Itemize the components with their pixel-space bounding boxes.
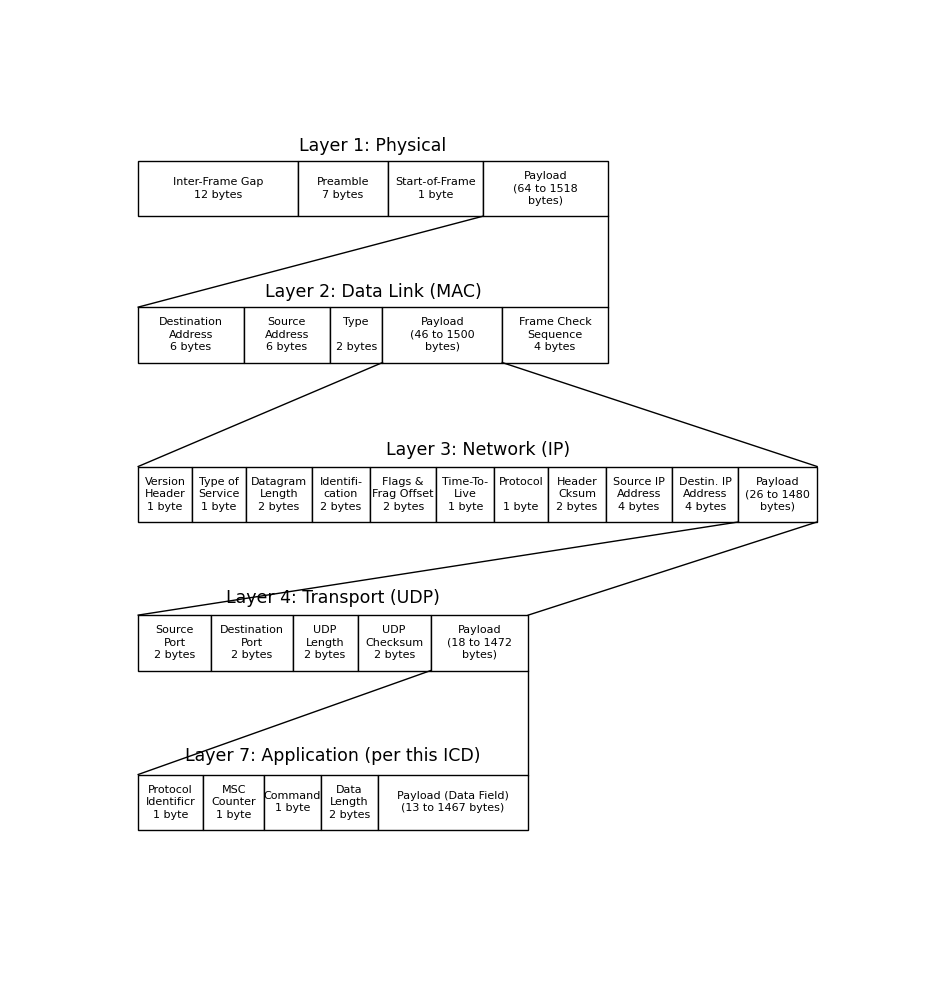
Text: Layer 1: Physical: Layer 1: Physical — [299, 137, 446, 155]
Bar — [138, 466, 192, 522]
Bar — [738, 466, 817, 522]
Bar — [388, 161, 483, 216]
Text: Preamble
7 bytes: Preamble 7 bytes — [317, 177, 369, 200]
Text: Header
Cksum
2 bytes: Header Cksum 2 bytes — [556, 477, 597, 512]
Text: Layer 2: Data Link (MAC): Layer 2: Data Link (MAC) — [265, 283, 481, 301]
Bar — [312, 466, 370, 522]
Bar — [138, 307, 243, 363]
Text: Inter-Frame Gap
12 bytes: Inter-Frame Gap 12 bytes — [173, 177, 263, 200]
Text: Data
Length
2 bytes: Data Length 2 bytes — [329, 785, 370, 820]
Bar — [483, 161, 608, 216]
Bar — [436, 466, 494, 522]
Bar — [377, 774, 528, 830]
Text: Flags &
Frag Offset
2 bytes: Flags & Frag Offset 2 bytes — [373, 477, 434, 512]
Text: Payload
(46 to 1500
bytes): Payload (46 to 1500 bytes) — [410, 317, 474, 352]
Bar — [243, 307, 330, 363]
Text: Source
Port
2 bytes: Source Port 2 bytes — [154, 625, 196, 660]
Bar — [264, 774, 321, 830]
Text: Destin. IP
Address
4 bytes: Destin. IP Address 4 bytes — [678, 477, 732, 512]
Text: Payload
(18 to 1472
bytes): Payload (18 to 1472 bytes) — [447, 625, 512, 660]
Text: Frame Check
Sequence
4 bytes: Frame Check Sequence 4 bytes — [518, 317, 591, 352]
Bar — [672, 466, 738, 522]
Text: Version
Header
1 byte: Version Header 1 byte — [144, 477, 185, 512]
Bar — [212, 615, 293, 671]
Text: UDP
Checksum
2 bytes: UDP Checksum 2 bytes — [365, 625, 423, 660]
Text: Layer 7: Application (per this ICD): Layer 7: Application (per this ICD) — [185, 747, 481, 765]
Bar — [246, 466, 312, 522]
Text: Type

2 bytes: Type 2 bytes — [336, 317, 377, 352]
Text: Time-To-
Live
1 byte: Time-To- Live 1 byte — [442, 477, 488, 512]
Bar — [298, 161, 388, 216]
Bar — [606, 466, 672, 522]
Text: Payload
(64 to 1518
bytes): Payload (64 to 1518 bytes) — [513, 171, 578, 206]
Text: Source IP
Address
4 bytes: Source IP Address 4 bytes — [613, 477, 665, 512]
Text: Destination
Address
6 bytes: Destination Address 6 bytes — [158, 317, 223, 352]
Bar — [494, 466, 548, 522]
Bar — [548, 466, 606, 522]
Text: Start-of-Frame
1 byte: Start-of-Frame 1 byte — [395, 177, 475, 200]
Bar — [138, 161, 298, 216]
Bar — [370, 466, 436, 522]
Text: Identifi-
cation
2 bytes: Identifi- cation 2 bytes — [320, 477, 363, 512]
Bar — [431, 615, 528, 671]
Text: Layer 4: Transport (UDP): Layer 4: Transport (UDP) — [226, 589, 440, 607]
Text: Payload (Data Field)
(13 to 1467 bytes): Payload (Data Field) (13 to 1467 bytes) — [397, 791, 509, 813]
Bar — [321, 774, 377, 830]
Bar — [330, 307, 382, 363]
Text: Layer 3: Network (IP): Layer 3: Network (IP) — [386, 441, 569, 459]
Text: Protocol

1 byte: Protocol 1 byte — [499, 477, 543, 512]
Bar — [192, 466, 246, 522]
Text: MSC
Counter
1 byte: MSC Counter 1 byte — [212, 785, 256, 820]
Text: Destination
Port
2 bytes: Destination Port 2 bytes — [220, 625, 284, 660]
Bar — [358, 615, 431, 671]
Text: Source
Address
6 bytes: Source Address 6 bytes — [265, 317, 308, 352]
Text: Protocol
Identificr
1 byte: Protocol Identificr 1 byte — [145, 785, 196, 820]
Text: Command
1 byte: Command 1 byte — [264, 791, 322, 813]
Bar — [138, 774, 203, 830]
Text: Payload
(26 to 1480
bytes): Payload (26 to 1480 bytes) — [746, 477, 810, 512]
Bar — [203, 774, 264, 830]
Text: UDP
Length
2 bytes: UDP Length 2 bytes — [305, 625, 346, 660]
Bar — [382, 307, 502, 363]
Text: Type of
Service
1 byte: Type of Service 1 byte — [199, 477, 240, 512]
Text: Datagram
Length
2 bytes: Datagram Length 2 bytes — [251, 477, 307, 512]
Bar — [138, 615, 212, 671]
Bar — [502, 307, 608, 363]
Bar — [293, 615, 358, 671]
